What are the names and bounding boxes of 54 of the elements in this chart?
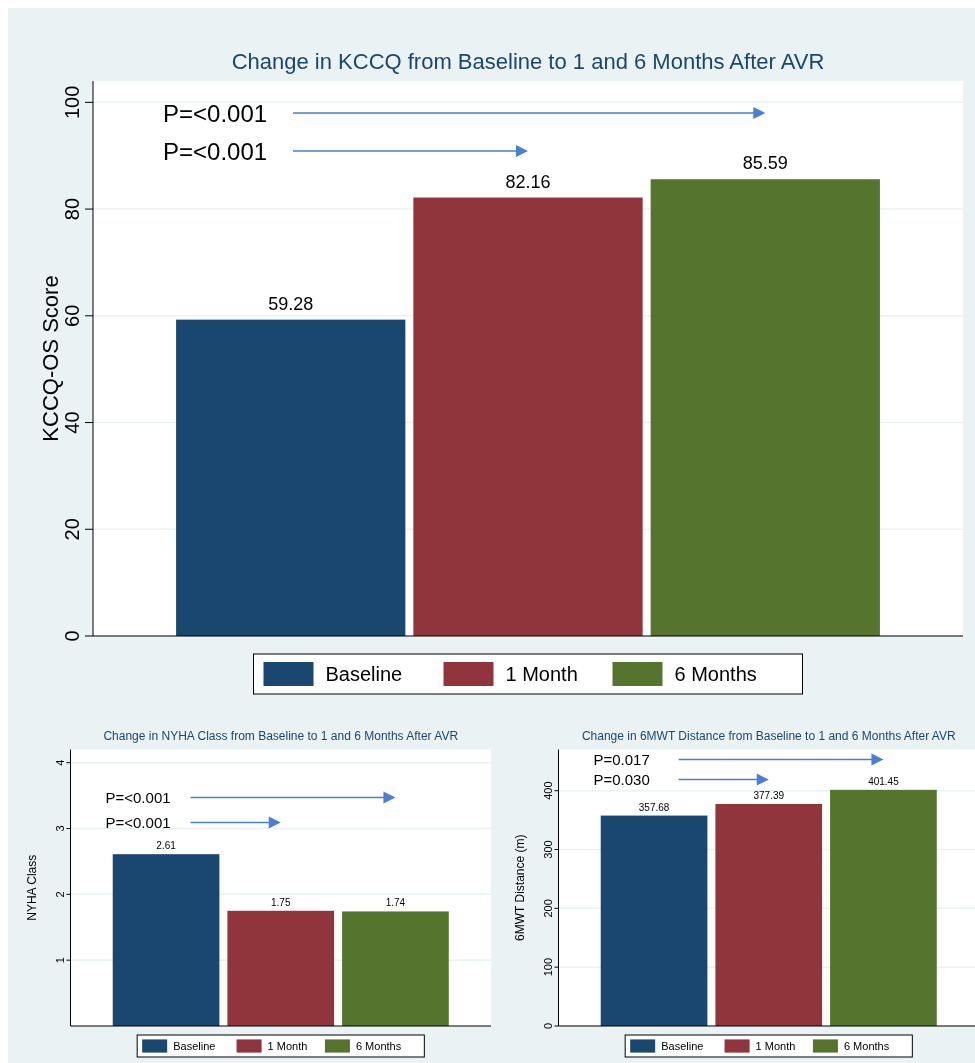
bar [830, 789, 937, 1026]
legend-label: Baseline [325, 663, 403, 685]
y-axis-title: 6MWT Distance (m) [513, 834, 527, 941]
data-label: 82.16 [505, 171, 551, 192]
legend-label: Baseline [173, 1039, 216, 1052]
y-tick-label: 40 [61, 411, 83, 434]
annotation: P=0.030 [593, 770, 650, 788]
legend-label: 6 Months [843, 1039, 890, 1052]
data-label: 401.45 [868, 775, 900, 787]
legend-label: Baseline [661, 1039, 704, 1052]
bar [176, 319, 406, 636]
y-tick-label: 1 [53, 957, 66, 964]
legend-label: 6 Months [674, 663, 757, 685]
chart-title: Change in 6MWT Distance from Baseline to 1 and 6 Months After AVR [581, 728, 956, 743]
y-tick-label: 100 [541, 957, 554, 977]
annotation: P=<0.001 [105, 788, 171, 806]
y-axis-title: KCCQ-OS Score [38, 275, 63, 442]
y-tick-label: 200 [541, 899, 554, 918]
annotation: P=<0.001 [163, 138, 268, 165]
y-tick-label: 0 [61, 630, 83, 642]
legend-label: 1 Month [267, 1039, 308, 1052]
y-tick-label: 2 [53, 891, 66, 898]
y-tick-label: 3 [53, 825, 66, 832]
bar [715, 803, 823, 1026]
bar [112, 854, 220, 1026]
chart-title: Change in NYHA Class from Baseline to 1 and 6 Months After AVR [103, 728, 459, 743]
annotation: P=<0.001 [105, 813, 171, 831]
y-tick-label: 0 [541, 1022, 554, 1030]
bar [600, 815, 708, 1026]
data-label: 85.59 [742, 153, 788, 174]
data-label: 2.61 [156, 840, 177, 852]
data-label: 1.74 [385, 897, 406, 909]
annotation: P=0.017 [593, 750, 650, 768]
bar [342, 911, 449, 1026]
data-label: 357.68 [638, 801, 670, 813]
bar [227, 910, 335, 1026]
bar [650, 179, 880, 636]
y-tick-label: 20 [61, 518, 83, 541]
legend-label: 1 Month [505, 663, 578, 685]
y-tick-label: 100 [61, 85, 83, 120]
y-tick-label: 60 [61, 304, 83, 327]
data-label: 377.39 [753, 789, 785, 801]
y-tick-label: 400 [541, 781, 554, 800]
y-tick-label: 4 [53, 759, 66, 766]
y-tick-label: 300 [541, 840, 554, 859]
legend-label: 6 Months [355, 1039, 402, 1052]
data-label: 59.28 [268, 293, 314, 314]
y-axis-title: NYHA Class [25, 854, 39, 921]
bar [413, 197, 643, 636]
annotation: P=<0.001 [163, 100, 268, 127]
data-label: 1.75 [271, 896, 291, 908]
legend-label: 1 Month [755, 1039, 796, 1052]
y-tick-label: 80 [61, 197, 83, 221]
chart-title: Change in KCCQ from Baseline to 1 and 6 Months After AVR [231, 49, 825, 74]
